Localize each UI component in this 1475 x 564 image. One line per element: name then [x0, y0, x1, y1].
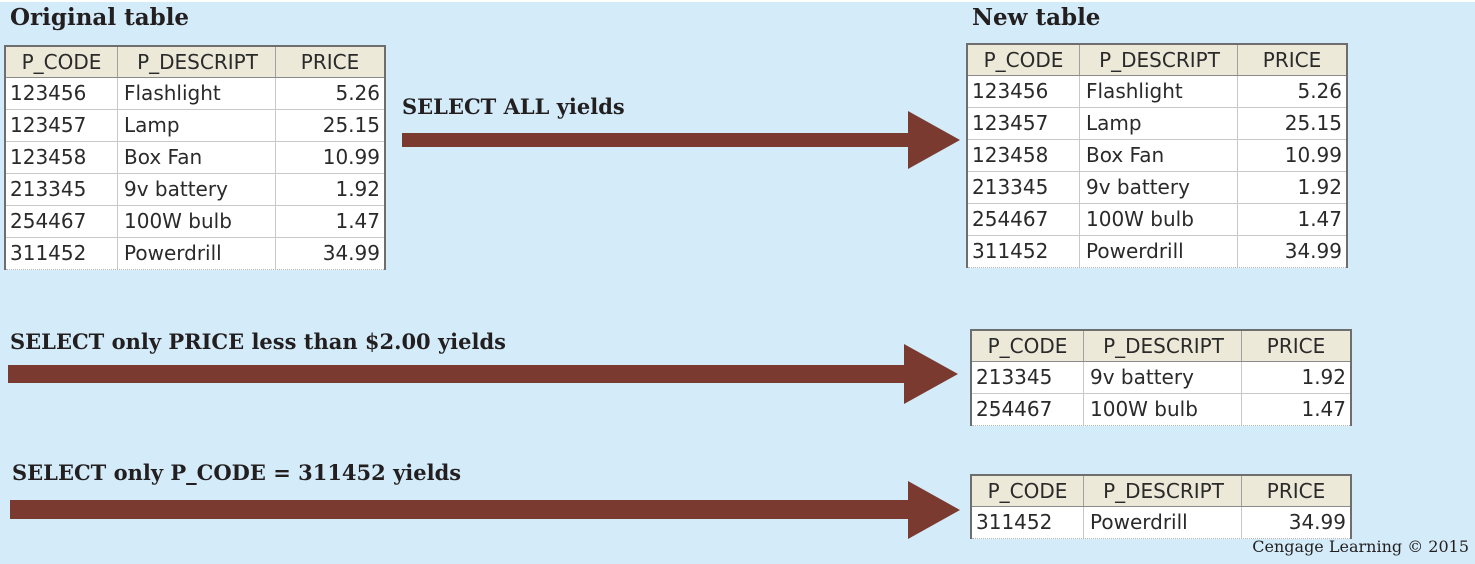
- table-cell: Box Fan: [118, 142, 276, 173]
- table-row: 123458 Box Fan 10.99: [968, 140, 1346, 172]
- table-header-row: P_CODE P_DESCRIPT PRICE: [968, 45, 1346, 76]
- table-cell: 123456: [968, 76, 1080, 107]
- table-cell: 123457: [6, 110, 118, 141]
- table-cell: 213345: [968, 172, 1080, 203]
- table-cell: 311452: [968, 236, 1080, 267]
- table-cell: 1.92: [1297, 175, 1342, 199]
- table-cell: Powerdrill: [1080, 236, 1238, 267]
- table-row: 254467 100W bulb 1.47: [972, 394, 1350, 426]
- column-header: P_DESCRIPT: [1084, 476, 1242, 506]
- table-cell: 9v battery: [1084, 362, 1242, 393]
- table-header-row: P_CODE P_DESCRIPT PRICE: [972, 331, 1350, 362]
- select-pcode-arrow: [10, 481, 960, 539]
- table-row: 123457 Lamp 25.15: [968, 108, 1346, 140]
- table-cell: Flashlight: [1080, 76, 1238, 107]
- column-header: PRICE: [1266, 334, 1326, 358]
- table-cell: 9v battery: [1080, 172, 1238, 203]
- table-cell: 1.47: [1297, 207, 1342, 231]
- table-cell: 254467: [968, 204, 1080, 235]
- table-cell: 1.92: [335, 177, 380, 201]
- original-table: P_CODE P_DESCRIPT PRICE 123456 Flashlight 5.2…: [4, 45, 386, 270]
- table-header-row: P_CODE P_DESCRIPT PRICE: [6, 47, 384, 78]
- table-cell: 311452: [6, 238, 118, 269]
- table-row: 213345 9v battery 1.92: [968, 172, 1346, 204]
- table-row: 123456 Flashlight 5.26: [6, 78, 384, 110]
- column-header: PRICE: [1262, 48, 1322, 72]
- select-all-result-table: P_CODE P_DESCRIPT PRICE 123456 Flashlight 5.2…: [966, 43, 1348, 268]
- table-cell: 123456: [6, 78, 118, 109]
- select-price-arrow: [8, 344, 958, 404]
- table-cell: 10.99: [322, 145, 380, 169]
- table-row: 123458 Box Fan 10.99: [6, 142, 384, 174]
- column-header: P_DESCRIPT: [118, 47, 276, 77]
- table-cell: 5.26: [1297, 79, 1342, 103]
- table-cell: 311452: [972, 507, 1084, 538]
- select-pcode-result-table: P_CODE P_DESCRIPT PRICE 311452 Powerdrill 34.…: [970, 474, 1352, 539]
- table-cell: 34.99: [1288, 510, 1346, 534]
- select-price-result-table: P_CODE P_DESCRIPT PRICE 213345 9v battery 1.9…: [970, 329, 1352, 426]
- table-cell: 1.47: [335, 209, 380, 233]
- select-price-caption: SELECT only PRICE less than $2.00 yields: [10, 329, 507, 354]
- select-pcode-caption: SELECT only P_CODE = 311452 yields: [12, 460, 462, 485]
- column-header: P_DESCRIPT: [1084, 331, 1242, 361]
- table-cell: 10.99: [1284, 143, 1342, 167]
- table-row: 123457 Lamp 25.15: [6, 110, 384, 142]
- table-cell: Lamp: [118, 110, 276, 141]
- table-cell: 123458: [968, 140, 1080, 171]
- table-cell: 34.99: [1284, 239, 1342, 263]
- table-row: 254467 100W bulb 1.47: [968, 204, 1346, 236]
- table-cell: 1.47: [1301, 397, 1346, 421]
- table-cell: 1.92: [1301, 365, 1346, 389]
- table-cell: 123458: [6, 142, 118, 173]
- table-cell: 123457: [968, 108, 1080, 139]
- table-cell: Box Fan: [1080, 140, 1238, 171]
- column-header: P_CODE: [968, 45, 1080, 75]
- column-header: P_CODE: [6, 47, 118, 77]
- table-cell: 100W bulb: [118, 206, 276, 237]
- table-cell: 5.26: [335, 81, 380, 105]
- select-all-caption: SELECT ALL yields: [402, 94, 625, 119]
- table-row: 311452 Powerdrill 34.99: [972, 507, 1350, 539]
- table-header-row: P_CODE P_DESCRIPT PRICE: [972, 476, 1350, 507]
- table-cell: 9v battery: [118, 174, 276, 205]
- table-row: 213345 9v battery 1.92: [972, 362, 1350, 394]
- column-header: PRICE: [300, 50, 360, 74]
- table-cell: 100W bulb: [1084, 394, 1242, 425]
- table-cell: Powerdrill: [1084, 507, 1242, 538]
- column-header: P_CODE: [972, 476, 1084, 506]
- table-cell: 213345: [972, 362, 1084, 393]
- column-header: P_CODE: [972, 331, 1084, 361]
- credit-line: Cengage Learning © 2015: [1252, 537, 1469, 556]
- table-cell: 34.99: [322, 241, 380, 265]
- original-table-heading: Original table: [10, 4, 190, 31]
- top-border: [0, 0, 1475, 2]
- table-cell: Powerdrill: [118, 238, 276, 269]
- table-cell: 254467: [972, 394, 1084, 425]
- table-row: 123456 Flashlight 5.26: [968, 76, 1346, 108]
- table-cell: 213345: [6, 174, 118, 205]
- table-cell: 100W bulb: [1080, 204, 1238, 235]
- select-all-arrow: [402, 111, 960, 169]
- column-header: PRICE: [1266, 479, 1326, 503]
- table-row: 254467 100W bulb 1.47: [6, 206, 384, 238]
- table-row: 311452 Powerdrill 34.99: [6, 238, 384, 270]
- new-table-heading: New table: [972, 4, 1101, 31]
- table-cell: 254467: [6, 206, 118, 237]
- table-cell: Flashlight: [118, 78, 276, 109]
- table-cell: Lamp: [1080, 108, 1238, 139]
- table-row: 213345 9v battery 1.92: [6, 174, 384, 206]
- table-cell: 25.15: [1284, 111, 1342, 135]
- column-header: P_DESCRIPT: [1080, 45, 1238, 75]
- table-cell: 25.15: [322, 113, 380, 137]
- table-row: 311452 Powerdrill 34.99: [968, 236, 1346, 268]
